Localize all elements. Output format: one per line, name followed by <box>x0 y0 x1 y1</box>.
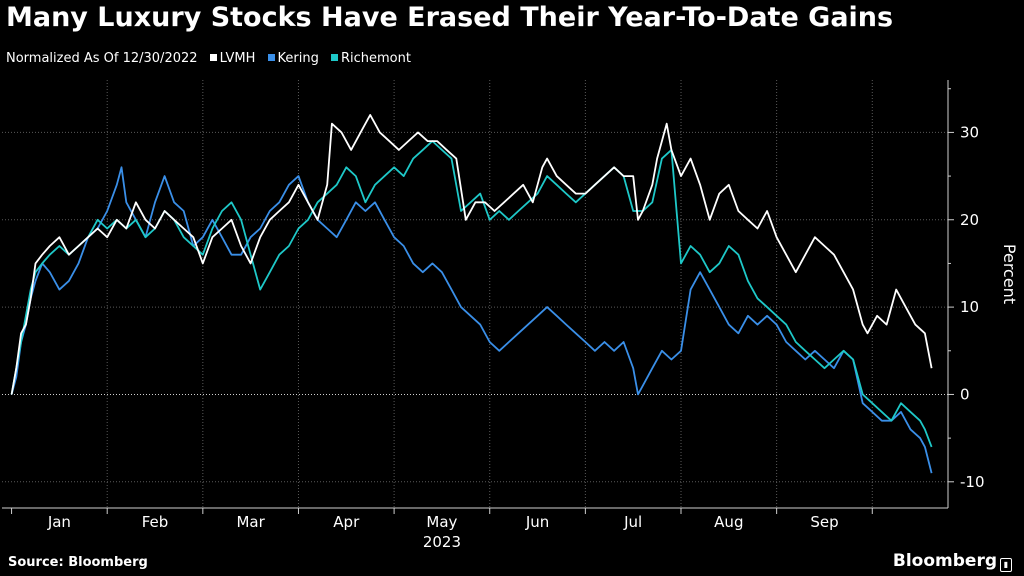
x-tick-label: Feb <box>142 513 169 531</box>
y-axis-title: Percent <box>1000 244 1019 304</box>
y-tick-label: 0 <box>960 385 970 403</box>
legend-label-lvmh: LVMH <box>219 51 256 66</box>
legend-item-kering: Kering <box>267 51 319 66</box>
y-tick-label: 20 <box>960 211 979 229</box>
y-tick-label: 30 <box>960 123 979 141</box>
y-tick-label: 10 <box>960 298 979 316</box>
x-tick-label: Aug <box>714 513 743 531</box>
x-tick-label: Mar <box>236 513 265 531</box>
bloomberg-logo: Bloomberg ▮ <box>893 551 1012 572</box>
legend-label-richemont: Richemont <box>340 51 411 66</box>
brand-name: Bloomberg <box>892 551 997 571</box>
x-tick-label: Jan <box>47 513 71 531</box>
series-line-richemont <box>10 140 933 448</box>
legend-item-richemont: Richemont <box>330 51 411 66</box>
x-tick-label: Jul <box>623 513 642 531</box>
bloomberg-terminal-icon: ▮ <box>1000 558 1012 572</box>
series-line-kering <box>10 166 933 474</box>
series-line-lvmh <box>10 114 933 395</box>
x-tick-label: Sep <box>810 513 838 531</box>
source-note: Source: Bloomberg <box>8 555 148 570</box>
y-tick-label: -10 <box>960 473 985 491</box>
legend-swatch-richemont <box>330 54 338 61</box>
x-tick-label: May <box>426 513 457 531</box>
legend-swatch-lvmh <box>209 54 217 61</box>
subtitle: Normalized As Of 12/30/2022 <box>6 51 198 66</box>
legend-label-kering: Kering <box>277 51 319 66</box>
legend-swatch-kering <box>267 54 275 61</box>
chart-title: Many Luxury Stocks Have Erased Their Yea… <box>6 2 894 33</box>
x-tick-label: Jun <box>525 513 549 531</box>
x-tick-label: Apr <box>333 513 360 531</box>
legend-item-lvmh: LVMH <box>209 51 256 66</box>
x-axis-title: 2023 <box>423 533 461 551</box>
chart-legend: Normalized As Of 12/30/2022 LVMH Kering … <box>6 51 411 66</box>
